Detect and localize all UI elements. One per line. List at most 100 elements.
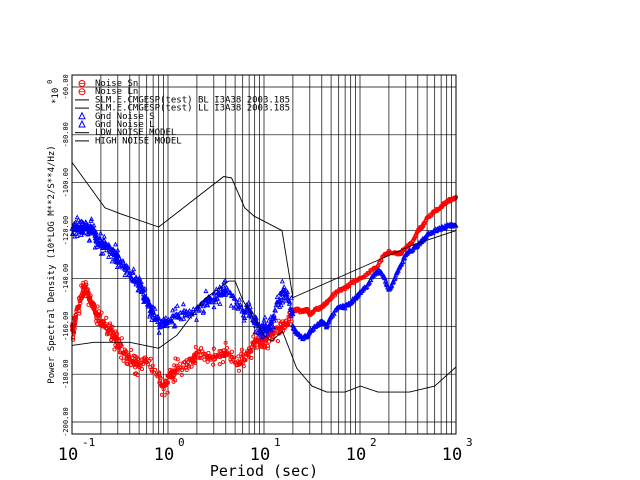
data-point	[86, 290, 91, 296]
data-point	[290, 311, 296, 317]
data-point	[77, 311, 82, 316]
data-point	[331, 310, 337, 316]
data-point	[150, 363, 155, 368]
data-point	[368, 277, 374, 283]
x-tick-label: 10 -1	[58, 436, 95, 465]
data-point	[203, 288, 209, 294]
data-point	[208, 295, 214, 301]
data-point	[241, 364, 246, 369]
data-point	[229, 349, 234, 354]
x-tick-base: 10	[346, 445, 366, 465]
data-point	[246, 299, 252, 305]
legend-entry: SLM.E.CMGESP(test) BL I3A38 2003.185	[75, 95, 290, 105]
data-point	[256, 321, 262, 327]
data-point	[75, 216, 81, 222]
data-point	[145, 362, 150, 367]
x-tick-base: 10	[154, 445, 174, 465]
series-high-noise-model	[71, 162, 457, 299]
data-point	[253, 323, 259, 329]
data-point	[140, 362, 145, 367]
data-point	[217, 362, 222, 367]
data-point	[402, 255, 408, 261]
data-point	[420, 225, 425, 230]
data-point	[161, 387, 166, 392]
data-point	[103, 247, 110, 253]
data-point	[186, 308, 193, 313]
data-point	[248, 308, 254, 314]
data-point	[217, 301, 223, 306]
y-tick-label: -180.00	[62, 359, 70, 389]
data-point	[84, 282, 89, 287]
data-point	[165, 380, 171, 385]
data-point	[172, 363, 177, 368]
data-point	[238, 361, 243, 366]
data-point	[237, 296, 243, 302]
data-point	[195, 355, 200, 360]
data-point	[213, 299, 219, 305]
data-point	[181, 307, 187, 313]
data-point	[281, 284, 287, 289]
data-point	[115, 252, 121, 258]
data-point	[249, 348, 254, 354]
data-point	[87, 237, 93, 243]
legend-entry: Gnd Noise L	[78, 119, 155, 130]
x-tick-labels: 10 -1 10 0 10 1 10 2 10 3	[58, 436, 473, 465]
data-point	[265, 343, 270, 348]
plot-frame	[71, 74, 457, 435]
data-point	[287, 299, 293, 305]
data-point	[159, 392, 164, 397]
legend-label: SLM.E.CMGESP(test) BL I3A38 2003.185	[95, 95, 290, 105]
data-point	[220, 360, 226, 365]
legend-label: Gnd Noise S	[95, 112, 155, 122]
data-point	[223, 291, 229, 297]
data-point	[114, 331, 120, 336]
data-point	[198, 301, 204, 307]
data-point	[99, 310, 104, 315]
series-low-noise-model	[71, 280, 457, 393]
data-point	[193, 316, 200, 322]
data-point	[151, 312, 157, 317]
legend-label: LOW NOISE MODEL	[95, 128, 176, 138]
legend-label: Noise Sn	[95, 79, 138, 89]
data-point	[184, 368, 189, 373]
data-point	[251, 334, 256, 339]
data-point	[138, 362, 143, 367]
series-noise-sn	[69, 280, 291, 398]
data-point	[196, 349, 201, 355]
x-tick-exponent: 2	[370, 436, 377, 449]
data-point	[242, 315, 248, 320]
data-point	[165, 390, 170, 395]
data-point	[136, 356, 141, 361]
data-point	[158, 323, 164, 329]
data-point	[170, 319, 176, 325]
data-point	[255, 345, 260, 350]
data-point	[81, 230, 87, 236]
data-point	[104, 315, 109, 320]
data-point	[100, 250, 106, 256]
data-point	[389, 282, 395, 288]
data-point	[266, 325, 272, 331]
data-point	[125, 268, 131, 274]
data-point	[226, 290, 233, 296]
data-point	[265, 331, 271, 337]
data-point	[262, 345, 267, 350]
data-point	[71, 335, 76, 340]
data-point	[117, 258, 123, 264]
data-point	[227, 289, 233, 295]
legend-entry: Gnd Noise S	[78, 111, 155, 122]
data-point	[266, 317, 272, 323]
data-point	[199, 300, 205, 306]
data-point	[241, 352, 246, 357]
data-point	[230, 292, 236, 298]
data-point	[78, 300, 83, 306]
data-point	[275, 339, 280, 344]
data-point	[366, 279, 373, 285]
data-point	[156, 315, 162, 320]
data-point	[172, 305, 178, 311]
data-point	[231, 295, 237, 301]
data-point	[252, 345, 257, 350]
data-point	[95, 304, 100, 309]
data-point	[173, 378, 178, 383]
data-point	[150, 303, 156, 309]
